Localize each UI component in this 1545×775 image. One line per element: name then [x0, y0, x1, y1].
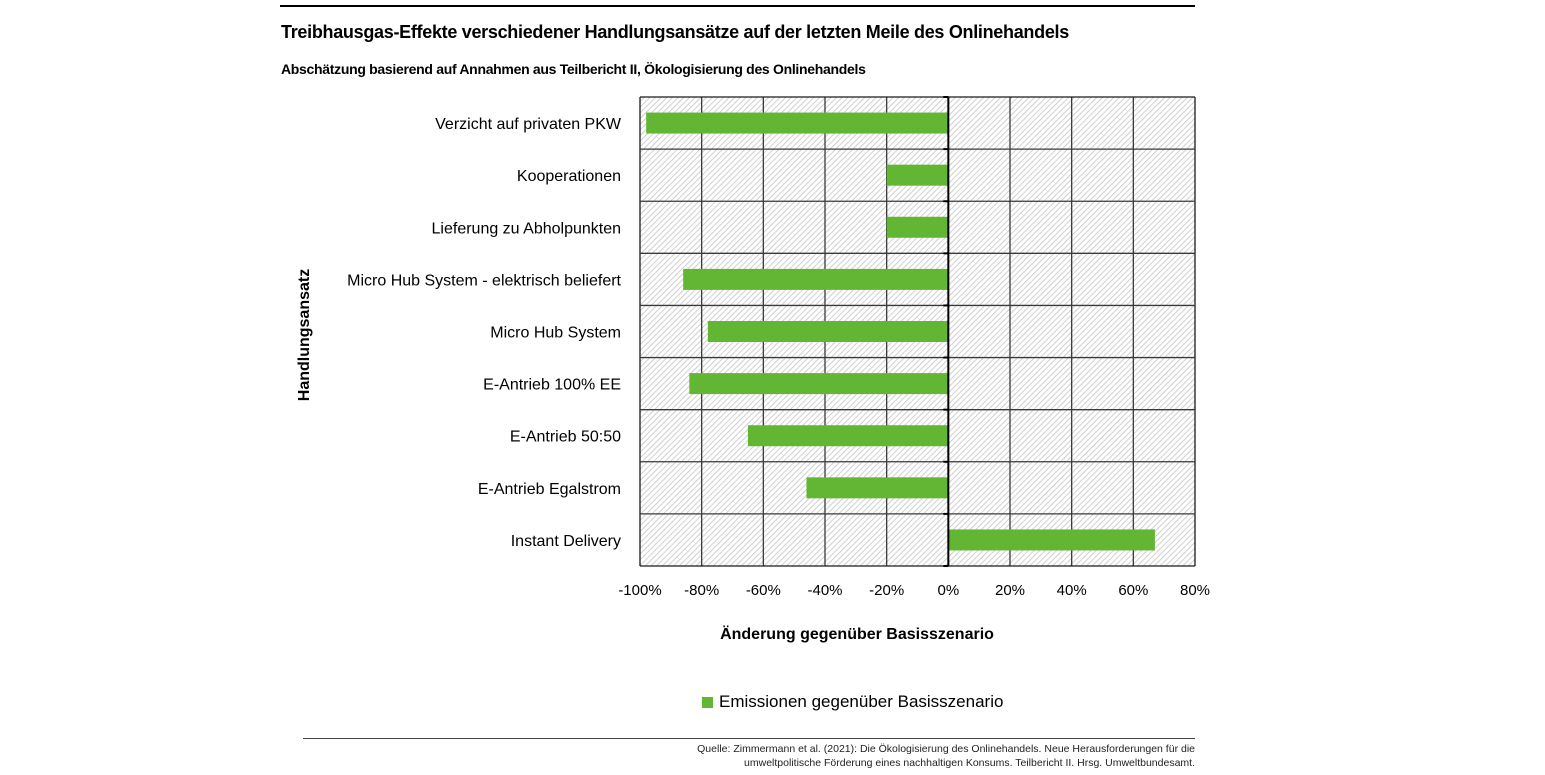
- legend: Emissionen gegenüber Basisszenario: [702, 692, 1003, 712]
- x-tick-label: 20%: [995, 582, 1025, 599]
- legend-label: Emissionen gegenüber Basisszenario: [719, 692, 1004, 711]
- chart-title: Treibhausgas-Effekte verschiedener Handl…: [281, 22, 1069, 42]
- y-axis-title: Handlungsansatz: [296, 268, 313, 402]
- bar: [806, 477, 949, 499]
- category-label: Micro Hub System - elektrisch beliefert: [347, 272, 621, 289]
- bar: [886, 216, 949, 238]
- category-label: Micro Hub System: [490, 325, 621, 342]
- source-note: Quelle: Zimmermann et al. (2021): Die Ök…: [697, 742, 1195, 770]
- x-tick-label: 0%: [937, 582, 959, 599]
- source-line-1: Quelle: Zimmermann et al. (2021): Die Ök…: [697, 743, 1195, 755]
- bottom-rule: [303, 738, 1195, 739]
- x-tick-label: -80%: [684, 582, 719, 599]
- bar: [948, 529, 1155, 551]
- x-tick-label: -20%: [869, 582, 904, 599]
- x-tick-labels: -100% -80% -60% -40% -20% 0% 20% 40% 60% 80%: [618, 582, 1210, 599]
- category-label: E-Antrieb Egalstrom: [478, 481, 621, 498]
- top-rule: [280, 5, 1195, 7]
- category-labels: Verzicht auf privaten PKW Kooperationen Li…: [347, 116, 622, 550]
- bar: [646, 112, 949, 134]
- bar: [886, 164, 949, 186]
- x-tick-label: 40%: [1057, 582, 1087, 599]
- bar: [707, 321, 949, 342]
- chart-subtitle: Abschätzung basierend auf Annahmen aus T…: [281, 61, 866, 77]
- x-axis-title: Änderung gegenüber Basisszenario: [720, 626, 994, 643]
- x-tick-label: -60%: [746, 582, 781, 599]
- category-label: Instant Delivery: [511, 533, 621, 550]
- category-label: E-Antrieb 100% EE: [483, 377, 621, 394]
- bars: [646, 112, 1155, 551]
- x-tick-label: -100%: [618, 582, 661, 599]
- x-tick-label: -40%: [807, 582, 842, 599]
- bar: [689, 373, 949, 395]
- x-tick-label: 60%: [1118, 582, 1148, 599]
- category-label: Verzicht auf privaten PKW: [435, 116, 622, 133]
- source-line-2: umweltpolitische Förderung eines nachhal…: [744, 757, 1195, 769]
- bar: [683, 268, 949, 290]
- category-label: E-Antrieb 50:50: [510, 429, 621, 446]
- x-tick-label: 80%: [1180, 582, 1210, 599]
- category-label: Lieferung zu Abholpunkten: [432, 220, 621, 237]
- legend-swatch: [702, 696, 713, 708]
- bar: [747, 425, 949, 447]
- category-label: Kooperationen: [517, 168, 621, 185]
- zero-axis: [943, 96, 950, 567]
